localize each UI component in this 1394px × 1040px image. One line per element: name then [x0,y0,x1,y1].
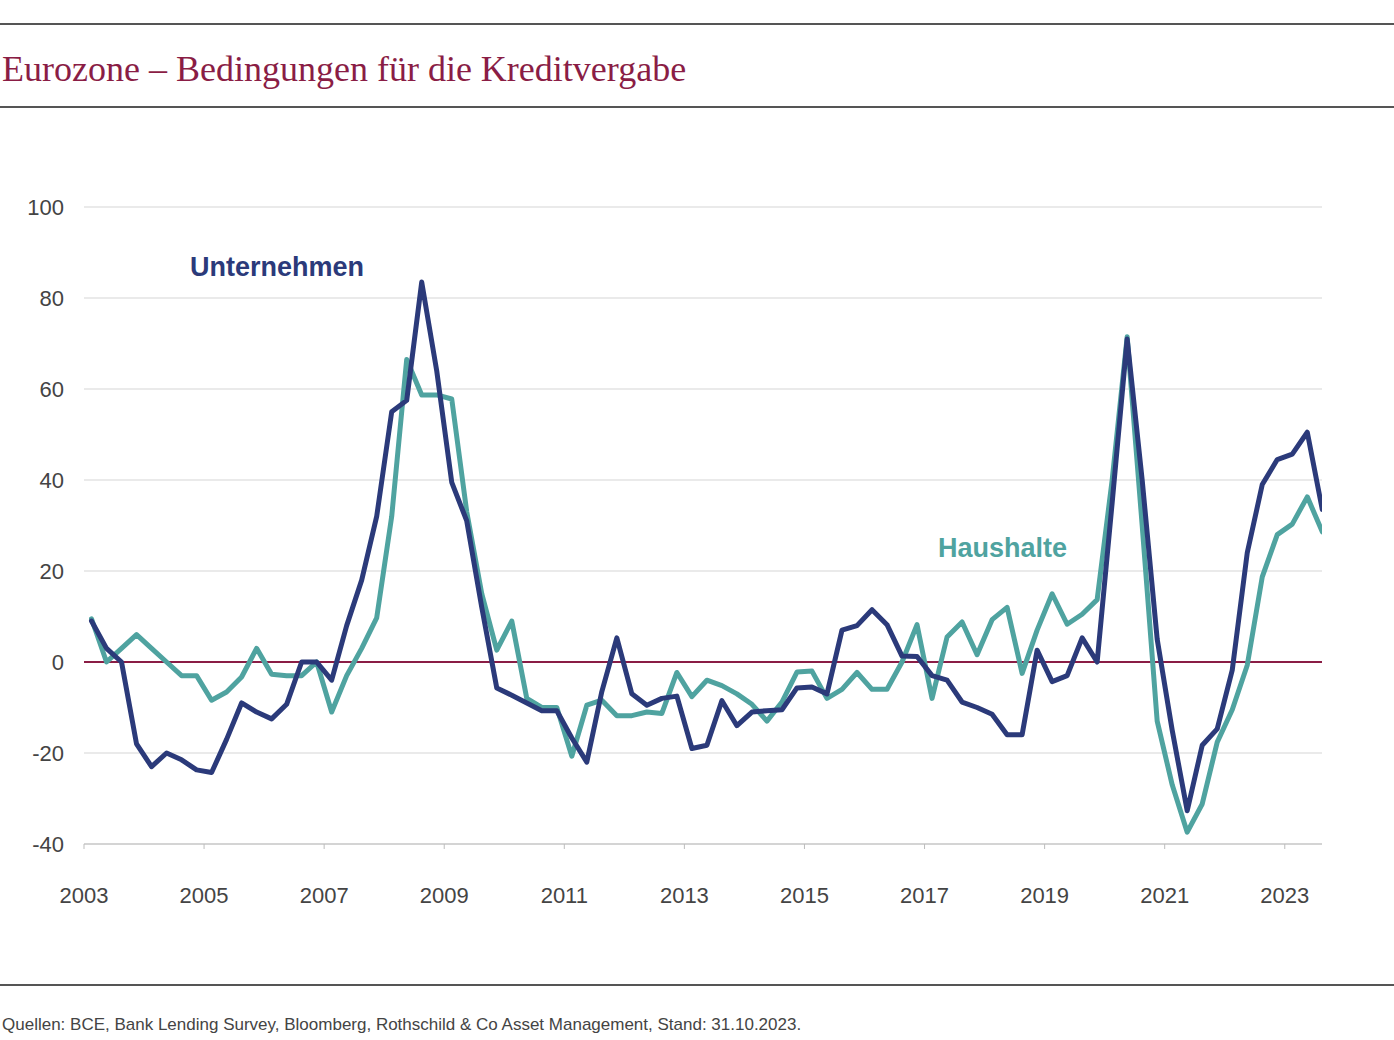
x-tick-label: 2017 [900,883,949,908]
x-tick [1284,844,1285,849]
rule [0,23,1394,25]
y-tick-label: 0 [52,650,64,675]
source: Quellen: BCE, Bank Lending Survey, Bloom… [2,1015,801,1034]
y-tick-label: 20 [40,559,64,584]
zero-line [84,661,1322,663]
y-tick-label: -40 [32,832,64,857]
grid-line [84,206,1322,207]
y-tick-label: -20 [32,741,64,766]
x-tick-label: 2007 [300,883,349,908]
series-label: Haushalte [938,533,1067,563]
x-axis-line [84,843,1322,844]
x-tick [204,844,205,849]
x-tick-label: 2015 [780,883,829,908]
y-tick-label: 80 [40,286,64,311]
x-tick [1164,844,1165,849]
series-label: Unternehmen [190,252,364,282]
x-tick-label: 2009 [420,883,469,908]
x-tick [684,844,685,849]
grid-line [84,388,1322,389]
x-tick [804,844,805,849]
x-tick-label: 2003 [60,883,109,908]
grid-line [84,570,1322,571]
chart: Eurozone – Bedingungen für die Kreditver… [0,0,1394,1040]
title: Eurozone – Bedingungen für die Kreditver… [2,49,686,89]
grid-line [84,752,1322,753]
grid-line [84,297,1322,298]
y-tick-label: 60 [40,377,64,402]
x-tick [924,844,925,849]
grid [84,207,1322,844]
x-tick [324,844,325,849]
x-tick [1044,844,1045,849]
x-tick-label: 2011 [541,883,588,908]
rule [0,984,1394,986]
series-line [92,337,1323,832]
x-tick [444,844,445,849]
series-line [92,282,1323,811]
x-tick [84,844,85,849]
grid-line [84,843,1322,844]
rule [0,106,1394,108]
x-tick-label: 2023 [1260,883,1309,908]
y-tick-label: 40 [40,468,64,493]
x-tick-label: 2021 [1140,883,1189,908]
x-tick-label: 2019 [1020,883,1069,908]
x-tick [564,844,565,849]
x-tick-label: 2005 [180,883,229,908]
x-tick-label: 2013 [660,883,709,908]
y-tick-label: 100 [27,195,64,220]
lines [92,282,1323,832]
